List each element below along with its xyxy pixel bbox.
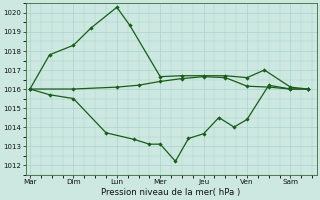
X-axis label: Pression niveau de la mer( hPa ): Pression niveau de la mer( hPa ) — [101, 188, 241, 197]
